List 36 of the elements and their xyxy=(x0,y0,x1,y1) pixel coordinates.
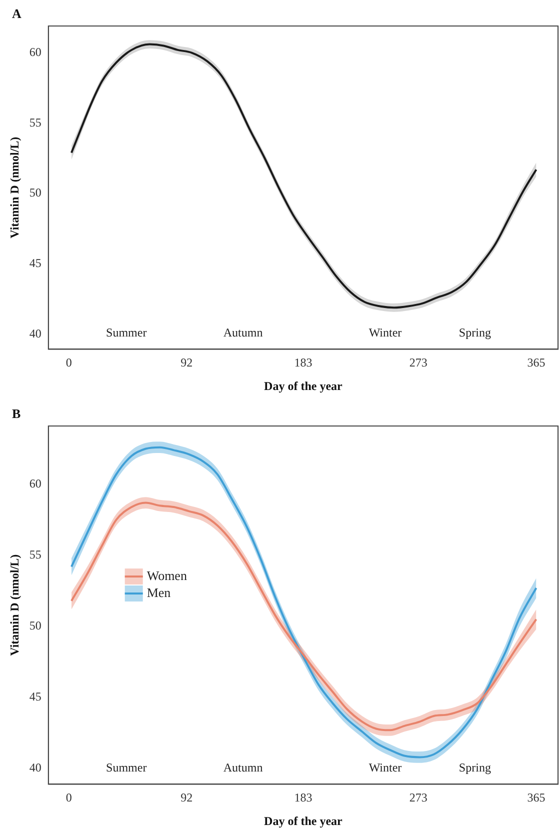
x-tick-label: 183 xyxy=(294,790,312,805)
y-tick-label: 45 xyxy=(29,690,42,704)
chart-title: A xyxy=(12,6,22,21)
x-axis-title: Day of the year xyxy=(264,378,344,393)
x-tick-label: 365 xyxy=(527,356,546,370)
y-tick-label: 40 xyxy=(29,760,42,775)
x-tick-label: 92 xyxy=(180,790,193,805)
y-axis-title: Vitamin D (nmol/L) xyxy=(7,554,22,656)
chart-title: B xyxy=(12,406,21,421)
annotation: Winter xyxy=(368,760,402,774)
annotation: Winter xyxy=(368,325,402,340)
annotation: Spring xyxy=(458,760,491,774)
annotation: Summer xyxy=(106,760,147,774)
y-tick-label: 55 xyxy=(29,115,42,130)
y-tick-label: 60 xyxy=(29,44,42,59)
legend-label: Women xyxy=(146,568,188,583)
y-tick-label: 45 xyxy=(29,256,42,270)
y-tick-label: 60 xyxy=(29,476,42,490)
x-tick-label: 365 xyxy=(527,790,546,805)
y-tick-label: 50 xyxy=(29,618,42,633)
annotation: Spring xyxy=(458,325,491,340)
x-tick-label: 273 xyxy=(409,356,428,370)
annotation: Autumn xyxy=(223,325,263,340)
y-axis-title: Vitamin D (nmol/L) xyxy=(7,136,22,238)
y-tick-label: 55 xyxy=(29,548,42,562)
legend-label: Men xyxy=(146,584,172,600)
x-tick-label: 0 xyxy=(66,790,72,805)
annotation: Summer xyxy=(106,325,147,340)
x-tick-label: 183 xyxy=(294,356,312,370)
x-axis-title: Day of the year xyxy=(264,814,344,828)
x-tick-label: 0 xyxy=(66,356,72,370)
x-tick-label: 273 xyxy=(409,790,428,805)
x-tick-label: 92 xyxy=(180,356,193,370)
y-tick-label: 50 xyxy=(29,186,42,200)
y-tick-label: 40 xyxy=(29,326,42,341)
annotation: Autumn xyxy=(223,760,263,774)
